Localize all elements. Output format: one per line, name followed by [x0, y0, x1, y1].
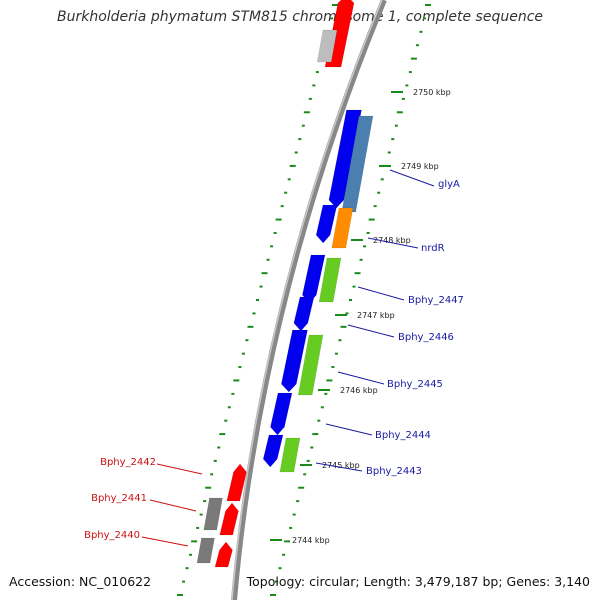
leader-line: [141, 536, 189, 547]
cds-bphy-2445[interactable]: [297, 334, 324, 396]
leader-line: [156, 463, 203, 475]
gene-label-left[interactable]: Bphy_2440: [84, 530, 140, 541]
cds-bphy-2441[interactable]: [219, 502, 239, 536]
scale-tick-label: 2747 kbp: [357, 311, 395, 320]
chromosome-backbone: [231, 0, 387, 600]
accession-text: Accession: NC_010622: [9, 574, 152, 589]
gene-label-left[interactable]: Bphy_2442: [100, 457, 156, 468]
cds-glyA[interactable]: [341, 115, 374, 213]
map-title: Burkholderia phymatum STM815 chromosome …: [56, 9, 543, 25]
gene-label-right[interactable]: Bphy_2444: [375, 430, 431, 441]
topology-summary: Topology: circular; Length: 3,479,187 bp…: [246, 574, 590, 589]
gene-labels: glyA nrdR Bphy_2447 Bphy_2446 Bphy_2445 Bphy_…: [84, 179, 464, 541]
gene-label-right[interactable]: nrdR: [421, 243, 445, 254]
label-leader-lines: [141, 169, 435, 547]
cds-bphy-2442[interactable]: [226, 463, 247, 502]
leader-line: [347, 324, 395, 338]
cds-bphy-2441-gray[interactable]: [203, 497, 223, 531]
scale-tick-label: 2745 kbp: [322, 461, 360, 470]
backbone-group: [231, 0, 387, 600]
gene-label-left[interactable]: Bphy_2441: [91, 493, 147, 504]
scale-tick-label: 2748 kbp: [373, 236, 411, 245]
leader-line: [337, 371, 385, 385]
background-ticks: [177, 4, 431, 596]
gene-label-right[interactable]: Bphy_2445: [387, 379, 443, 390]
gene-label-right[interactable]: Bphy_2447: [408, 295, 464, 306]
cds-nrdR[interactable]: [331, 207, 354, 249]
leader-line: [325, 423, 373, 436]
chromosome-backbone-highlight: [231, 0, 383, 600]
cds-glyA-blue[interactable]: [328, 109, 362, 209]
scale-tick-label: 2744 kbp: [292, 536, 330, 545]
cds-bphy-2440[interactable]: [214, 541, 233, 568]
leader-line: [389, 169, 435, 187]
scale-tick-label: 2750 kbp: [413, 88, 451, 97]
gene-label-right[interactable]: Bphy_2443: [366, 466, 422, 477]
cds-top-gray[interactable]: [316, 29, 338, 63]
leader-line: [367, 237, 419, 249]
cds-bphy-2440-gray[interactable]: [196, 537, 215, 564]
leader-line: [357, 286, 405, 301]
cds-bphy-2446-blue[interactable]: [293, 296, 315, 332]
leader-line: [315, 462, 363, 472]
cds-bphy-2445-blue[interactable]: [281, 329, 308, 393]
gene-label-right[interactable]: glyA: [438, 179, 460, 190]
cds-bphy-2443[interactable]: [279, 437, 301, 473]
cds-bphy-2444-blue[interactable]: [270, 392, 293, 436]
gene-label-right[interactable]: Bphy_2446: [398, 332, 454, 343]
cds-bphy-2447[interactable]: [318, 257, 342, 303]
scale-tick-label: 2746 kbp: [340, 386, 378, 395]
feature-tracks: [196, 0, 374, 568]
cds-bphy-2443-blue[interactable]: [262, 434, 284, 468]
scale-tick-label: 2749 kbp: [401, 162, 439, 171]
leader-line: [149, 499, 197, 512]
scale-ticks: 2750 kbp 2749 kbp 2748 kbp 2747 kbp 2746 kbp…: [270, 88, 451, 545]
cds-nrdR-blue[interactable]: [315, 204, 338, 244]
